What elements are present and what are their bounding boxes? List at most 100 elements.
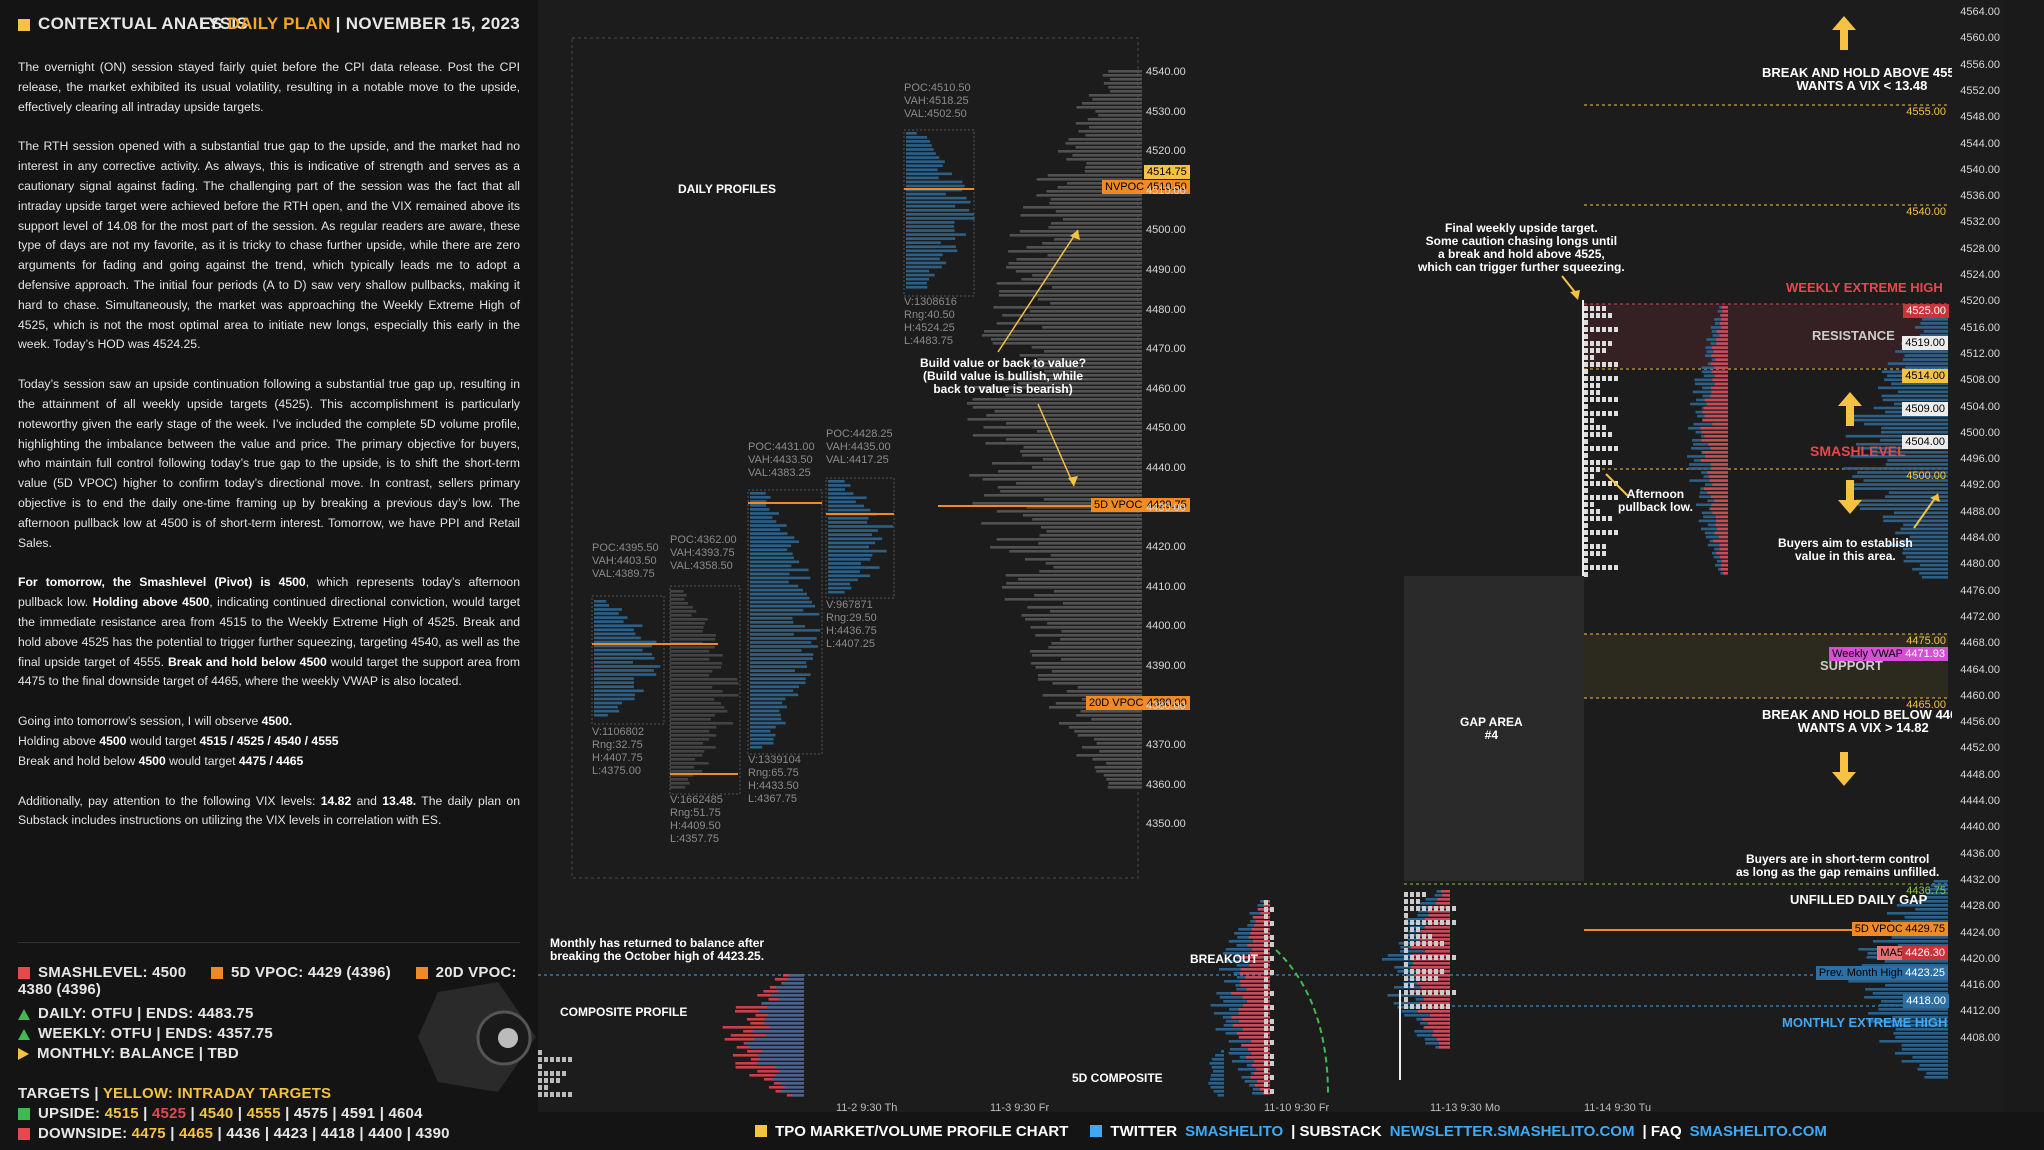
price-tick: 4552.00 [1960,84,2000,97]
twitter-link[interactable]: SMASHELITO [1185,1122,1284,1140]
paragraph-5: Going into tomorrow’s session, I will ob… [18,714,339,768]
paragraph-2: The RTH session opened with a substantia… [18,139,520,352]
price-tick: 4424.00 [1960,926,2000,939]
analysis-text: The overnight (ON) session stayed fairly… [18,58,520,851]
level-tag: 4500.00 [1906,470,1946,482]
red-square-icon [18,967,30,980]
plan-title: ES DAILY PLAN | NOVEMBER 15, 2023 [199,14,520,33]
paragraph-3: Today’s session saw an upside continuati… [18,377,520,550]
paragraph-4: For tomorrow, the Smashlevel (Pivot) is … [18,575,520,689]
resistance-label: RESISTANCE [1812,328,1895,343]
inner-price-tick: 4460.00 [1146,382,1186,395]
weekly-extreme-high-label: WEEKLY EXTREME HIGH [1786,280,1943,295]
break-below-note: BREAK AND HOLD BELOW 4465 WANTS A VIX > … [1762,707,1965,735]
price-tick: 4480.00 [1960,558,2000,571]
nvpoc-label: NVPOC [1102,180,1148,194]
inner-price-tick: 4440.00 [1146,462,1186,474]
profile-2-stats-bottom: V:1662485 Rng:51.75 H:4409.50 L:4357.75 [670,794,723,845]
inner-price-tick: 4430.00 [1146,501,1186,514]
price-tick: 4544.00 [1960,137,2000,150]
yellow-square-icon [18,18,30,31]
inner-price-tick: 4540.00 [1146,66,1186,78]
price-tick: 4496.00 [1960,453,2000,466]
price-tick: 4408.00 [1960,1031,2000,1044]
faq-link[interactable]: SMASHELITO.COM [1689,1122,1827,1140]
price-tick: 4564.00 [1960,6,2000,18]
right-triangle-icon [18,1048,29,1061]
panel-title: CONTEXTUAL ANALYSIS [38,14,249,33]
monthly-extreme-high-label: MONTHLY EXTREME HIGH [1782,1015,1948,1030]
price-tick: 4444.00 [1960,795,2000,807]
price-tick: 4484.00 [1960,532,2000,544]
orange-square-icon [211,967,223,980]
price-tick: 4524.00 [1960,269,2000,281]
price-tick: 4460.00 [1960,689,2000,702]
price-tick: 4420.00 [1960,952,2000,965]
level-tag: 4429.75 [1902,922,1948,936]
profile-3-stats-top: POC:4431.00 VAH:4433.50 VAL:4383.25 [748,441,815,479]
level-tag: 4514.00 [1902,369,1948,383]
inner-price-tick: 4360.00 [1146,778,1186,791]
price-tick: 4472.00 [1960,610,2000,623]
profile-2-stats-top: POC:4362.00 VAH:4393.75 VAL:4358.50 [670,534,737,572]
price-tick: 4504.00 [1960,400,2000,413]
time-tick: 11-14 9:30 Tu [1584,1102,1652,1112]
level-tag: 4471.93 [1902,647,1948,661]
level-tag: 4418.00 [1903,994,1949,1008]
orange-square-icon [415,967,428,980]
substack-link[interactable]: NEWSLETTER.SMASHELITO.COM [1389,1122,1635,1140]
price-tick: 4516.00 [1960,321,2000,334]
price-tick: 4536.00 [1960,190,2000,203]
price-tick: 4436.00 [1960,847,2000,860]
profile-4-stats-bottom: V:967871 Rng:29.50 H:4436.75 L:4407.25 [826,599,877,650]
inner-price-tick: 4500.00 [1146,224,1186,237]
price-axis: 4564.00 4560.00 4556.00 4552.00 4548.00 4544.… [1952,0,2004,1112]
time-tick: 11-10 9:30 Fr [1264,1102,1330,1112]
gap-area-label: GAP AREA #4 [1460,715,1523,742]
level-tag: 4519.00 [1902,336,1948,350]
inner-price-tick: 4380.00 [1146,699,1186,712]
time-tick: 11-3 9:30 Fr [990,1102,1050,1112]
timeframes: DAILY: OTFU | ENDS: 4483.75 WEEKLY: OTFU… [18,1004,273,1064]
price-tick: 4464.00 [1960,663,2000,676]
up-triangle-icon [18,1028,30,1040]
price-tick: 4416.00 [1960,979,2000,992]
tpo-chart[interactable]: DAILY PROFILES COMPOSITE PROFILE 5D COMP… [538,0,2004,1112]
twitter-icon [1090,1125,1103,1137]
price-tick: 4548.00 [1960,111,2000,124]
footer-bar: TPO MARKET/VOLUME PROFILE CHART TWITTER … [538,1112,2044,1150]
price-tick: 4448.00 [1960,768,2000,781]
profile-1-stats-top: POC:4395.50 VAH:4403.50 VAL:4389.75 [592,542,659,580]
level-tag: 4475.00 [1906,635,1946,647]
price-tick: 4540.00 [1960,163,2000,176]
profile-5-stats-top: POC:4510.50 VAH:4518.25 VAL:4502.50 [904,82,971,120]
daily-profiles-title: DAILY PROFILES [678,182,777,196]
contextual-analysis-panel: CONTEXTUAL ANALYSIS ES DAILY PLAN | NOVE… [0,0,538,1150]
buyers-value-note: Buyers aim to establish value in this ar… [1778,536,1913,563]
eye-logo-icon [418,982,536,1092]
level-tag: 4504.00 [1902,435,1948,449]
level-tag: 4423.25 [1902,966,1948,980]
profile-3-stats-bottom: V:1339104 Rng:65.75 H:4433.50 L:4367.75 [748,754,801,805]
smashlevel-label: SMASHLEVEL [1810,443,1906,459]
price-tick: 4532.00 [1960,216,2000,229]
levels-bar: SMASHLEVEL: 4500 5D VPOC: 4429 (4396) 20… [18,964,517,998]
price-tick: 4500.00 [1960,426,2000,439]
value-question-note: Build value or back to value? (Build val… [920,356,1087,396]
nvpoc-value: 4510.50 [1144,180,1190,194]
support-label: SUPPORT [1820,658,1883,673]
inner-price-tick: 4350.00 [1146,818,1186,831]
yellow-square-icon [755,1125,768,1137]
afternoon-note: Afternoon pullback low. [1618,487,1693,514]
inner-price-tick: 4470.00 [1146,343,1186,356]
profile-4-stats-top: POC:4428.25 VAH:4435.00 VAL:4417.25 [826,428,893,466]
monthly-note: Monthly has returned to balance after br… [550,936,765,963]
price-tick: 4428.00 [1960,900,2000,913]
inner-price-tick: 4450.00 [1146,422,1186,435]
level-tag: 4465.00 [1906,699,1946,711]
paragraph-6: Additionally, pay attention to the follo… [18,793,520,828]
chart-type-label: TPO MARKET/VOLUME PROFILE CHART [775,1122,1069,1140]
level-tag: 4436.75 [1906,885,1946,897]
price-tick: 4520.00 [1960,295,2000,308]
price-tick: 4512.00 [1960,347,2000,360]
